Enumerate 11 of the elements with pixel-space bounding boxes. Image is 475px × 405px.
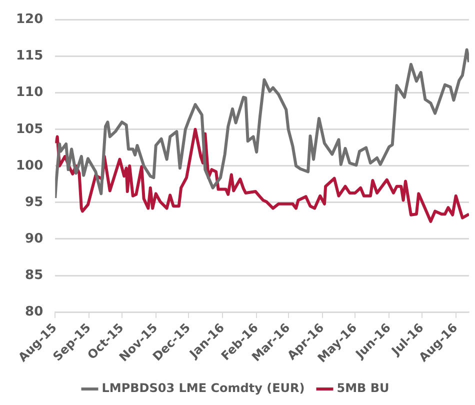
y-tick-label: 115 — [16, 48, 44, 64]
y-tick-label: 95 — [25, 194, 44, 210]
legend-label: LMPBDS03 LME Comdty (EUR) — [102, 381, 305, 396]
y-tick-label: 80 — [25, 304, 44, 320]
y-tick-label: 105 — [16, 122, 44, 137]
y-tick-label: 100 — [16, 158, 44, 174]
y-tick-label: 90 — [25, 231, 44, 246]
legend-label: 5MB BU — [336, 381, 390, 396]
y-tick-label: 110 — [16, 85, 44, 100]
y-tick-label: 85 — [25, 268, 44, 283]
y-tick-label: 120 — [16, 12, 44, 28]
